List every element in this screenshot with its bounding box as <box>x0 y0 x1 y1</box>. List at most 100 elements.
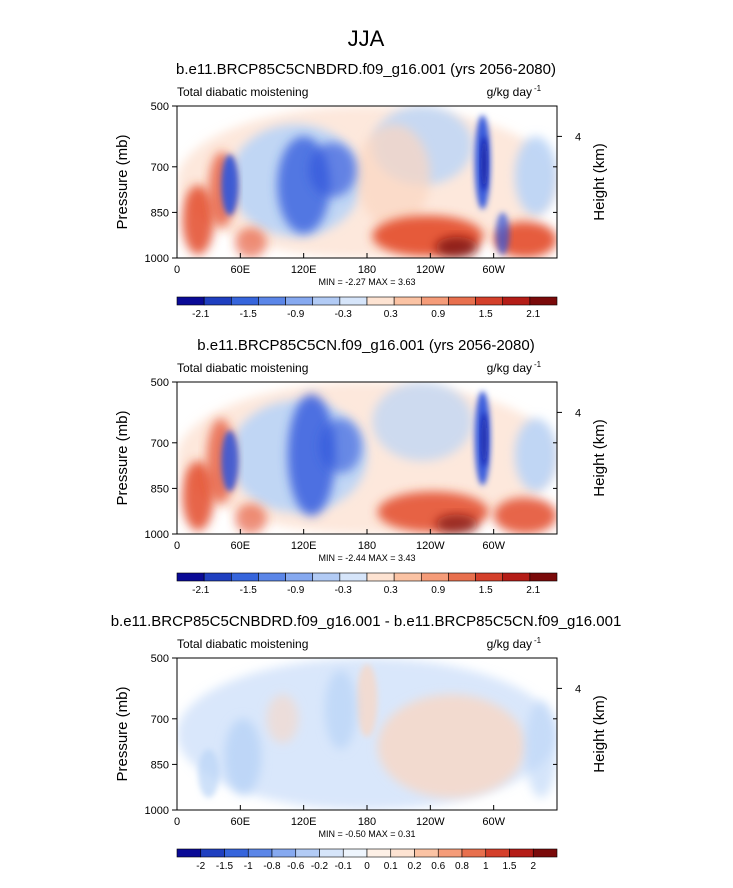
colorbar-segment <box>247 848 273 858</box>
colorbar-label: 0.6 <box>431 861 445 872</box>
colorbar-label: -1 <box>244 861 253 872</box>
x-tick-label: 0 <box>174 540 180 552</box>
main-title: JJA <box>348 26 385 51</box>
x-tick-label: 60W <box>482 816 505 828</box>
field-contour <box>182 185 214 255</box>
colorbar-label: 0.3 <box>384 585 398 596</box>
field <box>177 658 557 810</box>
y2-axis-label: Height (km) <box>591 695 608 773</box>
colorbar-label: 0.1 <box>384 861 398 872</box>
colorbar-segment <box>420 296 449 306</box>
field-label: Total diabatic moistening <box>177 361 308 375</box>
x-tick-label: 120W <box>416 264 445 276</box>
y-tick-label: 500 <box>151 377 169 389</box>
colorbar-segment <box>230 296 259 306</box>
x-tick-label: 180 <box>358 540 376 552</box>
field-contour <box>356 664 378 738</box>
field-contour <box>224 718 262 795</box>
x-tick-label: 60E <box>231 540 251 552</box>
y-axis-label: Pressure (mb) <box>114 410 131 505</box>
panel-title: b.e11.BRCP85C5CNBDRD.f09_g16.001 (yrs 20… <box>176 61 556 78</box>
x-tick-label: 120E <box>291 816 317 828</box>
colorbar-segment <box>366 296 395 306</box>
colorbar-label: -1.5 <box>240 309 258 320</box>
colorbar-segment <box>502 572 531 582</box>
x-tick-label: 120W <box>416 816 445 828</box>
field-contour <box>356 124 431 228</box>
colorbar-segment <box>366 848 392 858</box>
field-contour <box>377 694 526 798</box>
field-contour <box>493 497 557 534</box>
x-tick-label: 0 <box>174 264 180 276</box>
field-contour <box>324 670 357 750</box>
y2-axis-label: Height (km) <box>591 143 608 221</box>
y-tick-label: 700 <box>151 162 169 174</box>
colorbar-segment <box>230 572 259 582</box>
colorbar-label: 0.9 <box>431 309 445 320</box>
x-tick-label: 120E <box>291 540 317 552</box>
field-label: Total diabatic moistening <box>177 85 308 99</box>
colorbar-label: 0 <box>364 861 370 872</box>
colorbar-label: -2.1 <box>192 585 210 596</box>
colorbar-label: 1.5 <box>503 861 517 872</box>
field-contour <box>235 227 267 258</box>
x-tick-label: 120E <box>291 264 317 276</box>
colorbar-label: -0.2 <box>311 861 329 872</box>
y-tick-label: 1000 <box>145 529 169 541</box>
y2-tick-label: 4 <box>575 131 581 143</box>
y-tick-label: 850 <box>151 483 169 495</box>
field-contour <box>493 221 557 258</box>
y-tick-label: 500 <box>151 653 169 665</box>
y-tick-label: 850 <box>151 759 169 771</box>
units-label: g/kg day <box>487 637 532 651</box>
colorbar-label: 0.9 <box>431 585 445 596</box>
field-contour <box>435 236 478 258</box>
colorbar-segment <box>285 296 314 306</box>
x-tick-label: 180 <box>358 816 376 828</box>
panel-3: b.e11.BRCP85C5CNBDRD.f09_g16.001 - b.e11… <box>111 613 622 872</box>
units-label: g/kg day <box>487 361 532 375</box>
x-tick-label: 0 <box>174 816 180 828</box>
colorbar-segment <box>448 296 476 306</box>
colorbar-label: 0.2 <box>408 861 422 872</box>
field-contour <box>481 412 488 468</box>
y-axis-label: Pressure (mb) <box>114 134 131 229</box>
colorbar-label: -1.5 <box>216 861 234 872</box>
x-tick-label: 60E <box>231 816 251 828</box>
min-max-label: MIN = -2.44 MAX = 3.43 <box>318 553 415 563</box>
colorbar-segment <box>366 572 395 582</box>
colorbar-label: -0.3 <box>335 585 353 596</box>
colorbar-segment <box>203 296 232 306</box>
colorbar-segment <box>339 572 368 582</box>
field <box>177 382 557 534</box>
colorbar-segment <box>176 572 205 582</box>
colorbar-segment <box>529 572 558 582</box>
x-tick-label: 60W <box>482 264 505 276</box>
colorbar-label: 1.5 <box>479 309 493 320</box>
units-exponent: -1 <box>534 636 542 645</box>
colorbar-label: 0.3 <box>384 309 398 320</box>
units-exponent: -1 <box>534 84 542 93</box>
x-tick-label: 60W <box>482 540 505 552</box>
colorbar-label: 2 <box>530 861 536 872</box>
x-tick-label: 120W <box>416 540 445 552</box>
y-tick-label: 1000 <box>145 253 169 265</box>
field-contour <box>287 394 336 516</box>
colorbar-label: -0.8 <box>263 861 281 872</box>
x-tick-label: 60E <box>231 264 251 276</box>
colorbar-segment <box>271 848 297 858</box>
colorbar-segment <box>475 572 504 582</box>
y-axis-label: Pressure (mb) <box>114 686 131 781</box>
panel-title: b.e11.BRCP85C5CNBDRD.f09_g16.001 - b.e11… <box>111 613 622 630</box>
field-contour <box>308 142 357 198</box>
colorbar-segment <box>420 572 449 582</box>
field-contour <box>435 514 478 534</box>
y-tick-label: 1000 <box>145 805 169 817</box>
colorbar-label: -2 <box>196 861 205 872</box>
colorbar-label: -0.6 <box>287 861 305 872</box>
field-contour <box>514 418 557 492</box>
colorbar-segment <box>393 572 422 582</box>
colorbar-segment <box>200 848 225 858</box>
colorbar-label: 2.1 <box>526 309 540 320</box>
panel-title: b.e11.BRCP85C5CN.f09_g16.001 (yrs 2056-2… <box>197 337 534 354</box>
